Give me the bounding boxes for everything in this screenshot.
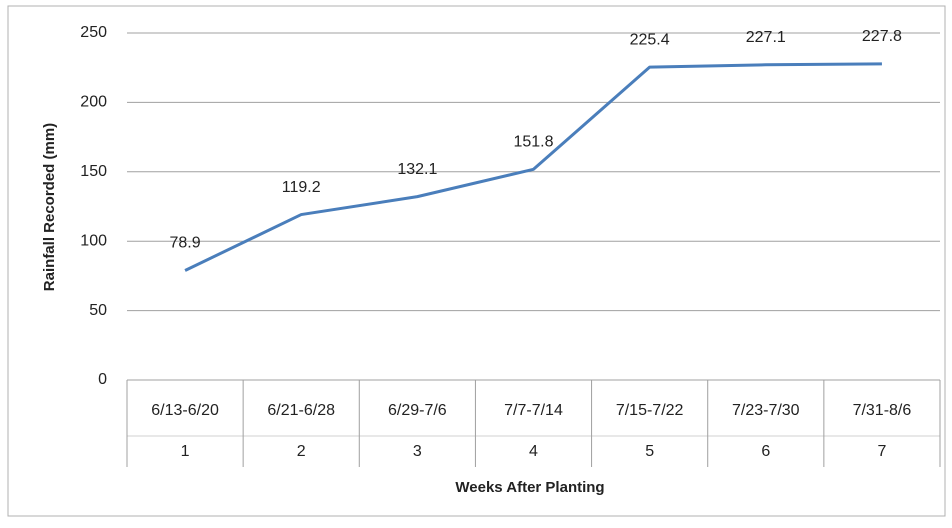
chart-border — [7, 5, 946, 517]
y-tick-label: 0 — [98, 371, 107, 388]
data-label: 225.4 — [630, 31, 670, 48]
y-tick-label: 250 — [80, 24, 107, 41]
y-tick-label: 100 — [80, 232, 107, 249]
y-tick-label: 50 — [89, 302, 107, 319]
x-tick-label: 6/29-7/6 — [388, 402, 447, 419]
data-label: 151.8 — [513, 134, 553, 151]
week-label: 2 — [297, 443, 306, 460]
x-tick-label: 6/21-6/28 — [267, 402, 335, 419]
x-tick-label: 7/31-8/6 — [853, 402, 912, 419]
week-label: 5 — [645, 443, 654, 460]
data-label: 227.8 — [862, 28, 902, 45]
week-label: 1 — [181, 443, 190, 460]
x-tick-label: 6/13-6/20 — [151, 402, 219, 419]
week-label: 3 — [413, 443, 422, 460]
week-label: 4 — [529, 443, 538, 460]
y-tick-label: 200 — [80, 94, 107, 111]
data-label: 132.1 — [397, 161, 437, 178]
week-label: 6 — [761, 443, 770, 460]
data-label: 119.2 — [282, 179, 321, 196]
week-label: 7 — [877, 443, 886, 460]
data-line — [184, 62, 882, 272]
x-tick-label: 7/7-7/14 — [504, 402, 563, 419]
y-tick-label: 150 — [80, 163, 107, 180]
data-label: 78.9 — [170, 235, 201, 252]
y-axis-title: Rainfall Recorded (mm) — [41, 123, 58, 291]
x-axis-title: Weeks After Planting — [455, 479, 604, 496]
data-label: 227.1 — [746, 29, 786, 46]
x-tick-label: 7/23-7/30 — [732, 402, 800, 419]
x-tick-label: 7/15-7/22 — [616, 402, 684, 419]
